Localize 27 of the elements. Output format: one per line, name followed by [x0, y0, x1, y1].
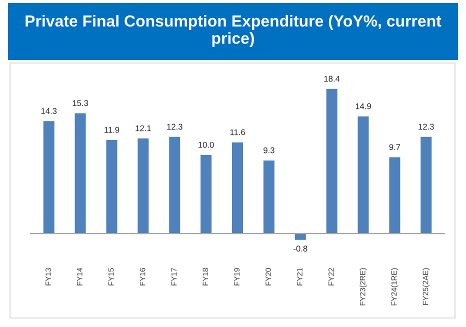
bar [74, 113, 86, 234]
data-label: 12.3 [418, 124, 434, 130]
data-label: 12.1 [136, 125, 151, 132]
data-label: 18.4 [324, 76, 340, 82]
bar [389, 157, 400, 234]
data-label: 9.7 [389, 144, 400, 150]
bar [43, 121, 54, 234]
data-label: 12.3 [167, 124, 182, 130]
bar [358, 116, 369, 234]
bar [200, 154, 212, 234]
bar [420, 136, 432, 234]
bar [326, 88, 338, 234]
bar [232, 142, 243, 234]
bar [263, 160, 274, 234]
data-label: -0.8 [294, 246, 308, 252]
data-label: 14.3 [41, 108, 57, 114]
chart-title: Private Final Consumption Expenditure (YoY%, current price) [26, 14, 442, 48]
data-label: 9.3 [264, 147, 274, 154]
data-label: 10.0 [198, 142, 214, 148]
bar [294, 234, 306, 240]
bar [169, 136, 180, 234]
data-label: 11.6 [230, 129, 245, 136]
bar [138, 138, 149, 234]
data-label: 14.9 [356, 103, 371, 110]
bar [106, 140, 118, 234]
data-label: 15.3 [72, 100, 88, 106]
data-label: 11.9 [104, 126, 120, 133]
